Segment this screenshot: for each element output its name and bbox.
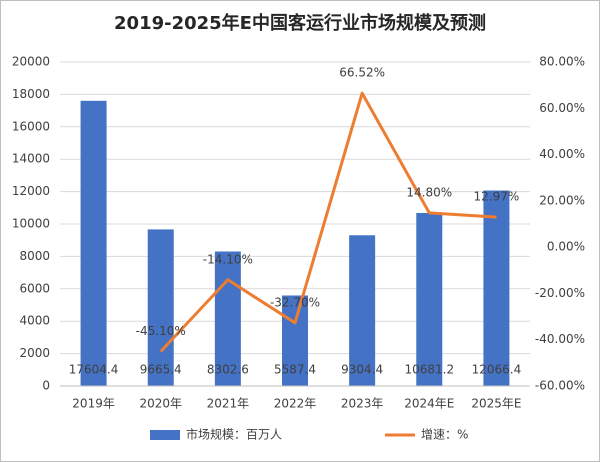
line-value-label: 14.80% bbox=[406, 185, 452, 199]
y2-tick-label: -60.00% bbox=[535, 379, 585, 393]
y2-tick-label: 60.00% bbox=[539, 101, 585, 115]
line-value-label: -32.70% bbox=[270, 295, 320, 309]
bar bbox=[483, 190, 510, 386]
bar bbox=[349, 235, 376, 386]
bar bbox=[80, 100, 107, 387]
y-tick-label: 2000 bbox=[19, 346, 50, 360]
y-tick-label: 4000 bbox=[19, 314, 50, 328]
legend-label: 市场规模：百万人 bbox=[186, 427, 282, 442]
y-tick-label: 12000 bbox=[12, 184, 50, 198]
bar bbox=[416, 212, 443, 386]
growth-line bbox=[159, 91, 497, 353]
x-tick-label: 2021年 bbox=[207, 397, 250, 411]
y-tick-label: 0 bbox=[42, 379, 50, 393]
line-value-label: -45.10% bbox=[136, 324, 186, 338]
y-tick-label: 10000 bbox=[12, 217, 50, 231]
y2-tick-label: 80.00% bbox=[539, 55, 585, 69]
y-tick-label: 8000 bbox=[19, 249, 50, 263]
x-tick-label: 2020年 bbox=[139, 397, 182, 411]
bar bbox=[147, 229, 174, 386]
x-tick-label: 2025年E bbox=[471, 397, 521, 411]
line-value-label: 12.97% bbox=[474, 190, 520, 204]
x-tick-label: 2023年 bbox=[341, 397, 384, 411]
y-tick-label: 16000 bbox=[12, 119, 50, 133]
bar bbox=[214, 251, 241, 386]
bar-value-label: 9304.4 bbox=[341, 363, 383, 377]
bar bbox=[282, 295, 308, 386]
y2-tick-label: 40.00% bbox=[539, 147, 585, 161]
bar-value-label: 8302.6 bbox=[207, 363, 249, 377]
x-tick-label: 2024年E bbox=[404, 397, 454, 411]
y-tick-label: 6000 bbox=[19, 281, 50, 295]
y-tick-label: 14000 bbox=[12, 152, 50, 166]
bar-value-label: 10681.2 bbox=[404, 363, 454, 377]
bar-value-label: 17604.4 bbox=[69, 363, 119, 377]
legend-label: 增速：% bbox=[421, 428, 468, 442]
legend-swatch bbox=[150, 430, 180, 440]
y2-tick-label: -40.00% bbox=[535, 332, 585, 346]
chart-title: 2019-2025年E中国客运行业市场规模及预测 bbox=[114, 12, 486, 34]
bar-value-label: 5587.4 bbox=[274, 363, 316, 377]
line-value-label: -14.10% bbox=[203, 252, 253, 266]
y-tick-label: 20000 bbox=[12, 55, 50, 69]
x-tick-label: 2019年 bbox=[72, 397, 115, 411]
x-tick-label: 2022年 bbox=[274, 397, 317, 411]
y2-tick-label: 0.00% bbox=[547, 240, 585, 254]
bar-value-label: 9665.4 bbox=[140, 363, 182, 377]
line-value-label: 66.52% bbox=[339, 66, 385, 80]
bar-value-label: 12066.4 bbox=[472, 363, 522, 377]
y2-tick-label: -20.00% bbox=[535, 286, 585, 300]
y2-tick-label: 20.00% bbox=[539, 193, 585, 207]
y-tick-label: 18000 bbox=[12, 87, 50, 101]
